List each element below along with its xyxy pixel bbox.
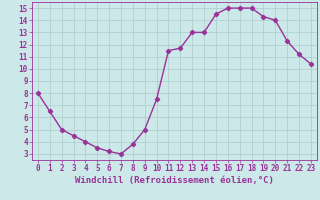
X-axis label: Windchill (Refroidissement éolien,°C): Windchill (Refroidissement éolien,°C) (75, 176, 274, 185)
